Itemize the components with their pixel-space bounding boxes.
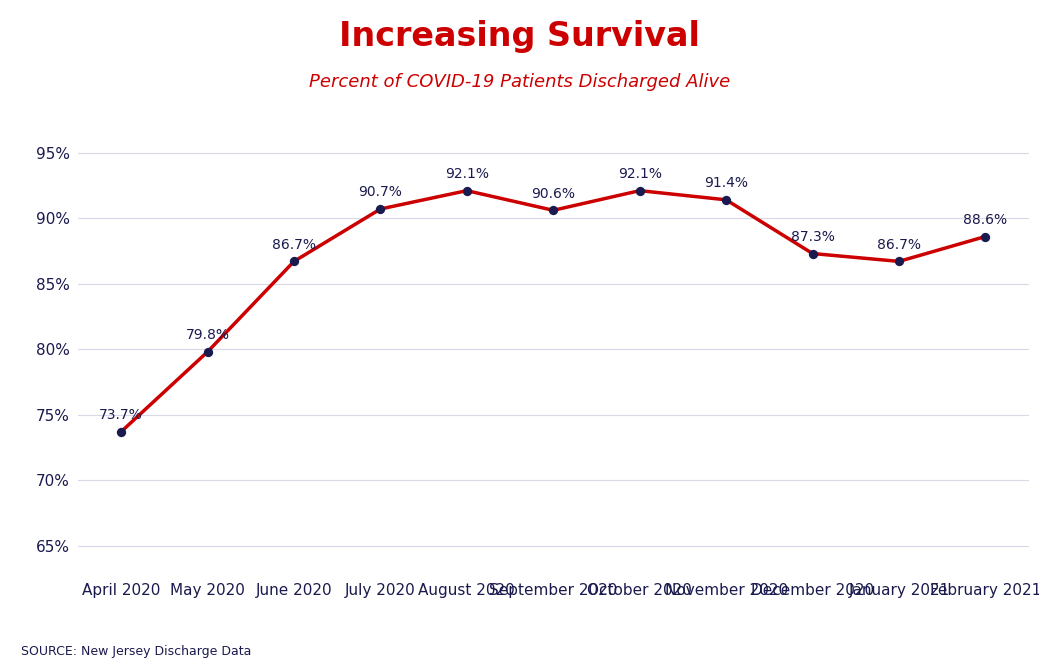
Point <box>458 186 475 196</box>
Text: Percent of COVID-19 Patients Discharged Alive: Percent of COVID-19 Patients Discharged … <box>309 73 730 91</box>
Text: SOURCE: New Jersey Discharge Data: SOURCE: New Jersey Discharge Data <box>21 645 251 658</box>
Text: 90.6%: 90.6% <box>531 187 576 201</box>
Point <box>977 231 993 242</box>
Point <box>718 194 735 205</box>
Point <box>632 186 648 196</box>
Text: Increasing Survival: Increasing Survival <box>339 20 700 53</box>
Text: 86.7%: 86.7% <box>272 237 316 251</box>
Text: 92.1%: 92.1% <box>445 167 488 181</box>
Text: 73.7%: 73.7% <box>100 408 143 422</box>
Point <box>544 205 561 215</box>
Point <box>372 203 389 214</box>
Text: 88.6%: 88.6% <box>963 213 1008 227</box>
Point <box>804 248 821 259</box>
Text: 87.3%: 87.3% <box>791 230 834 244</box>
Text: 86.7%: 86.7% <box>877 237 921 251</box>
Text: 79.8%: 79.8% <box>186 328 230 342</box>
Text: 90.7%: 90.7% <box>358 186 402 200</box>
Point <box>199 346 216 357</box>
Point <box>286 256 302 267</box>
Point <box>890 256 907 267</box>
Text: 92.1%: 92.1% <box>618 167 662 181</box>
Text: 91.4%: 91.4% <box>704 176 748 190</box>
Point <box>113 426 130 437</box>
